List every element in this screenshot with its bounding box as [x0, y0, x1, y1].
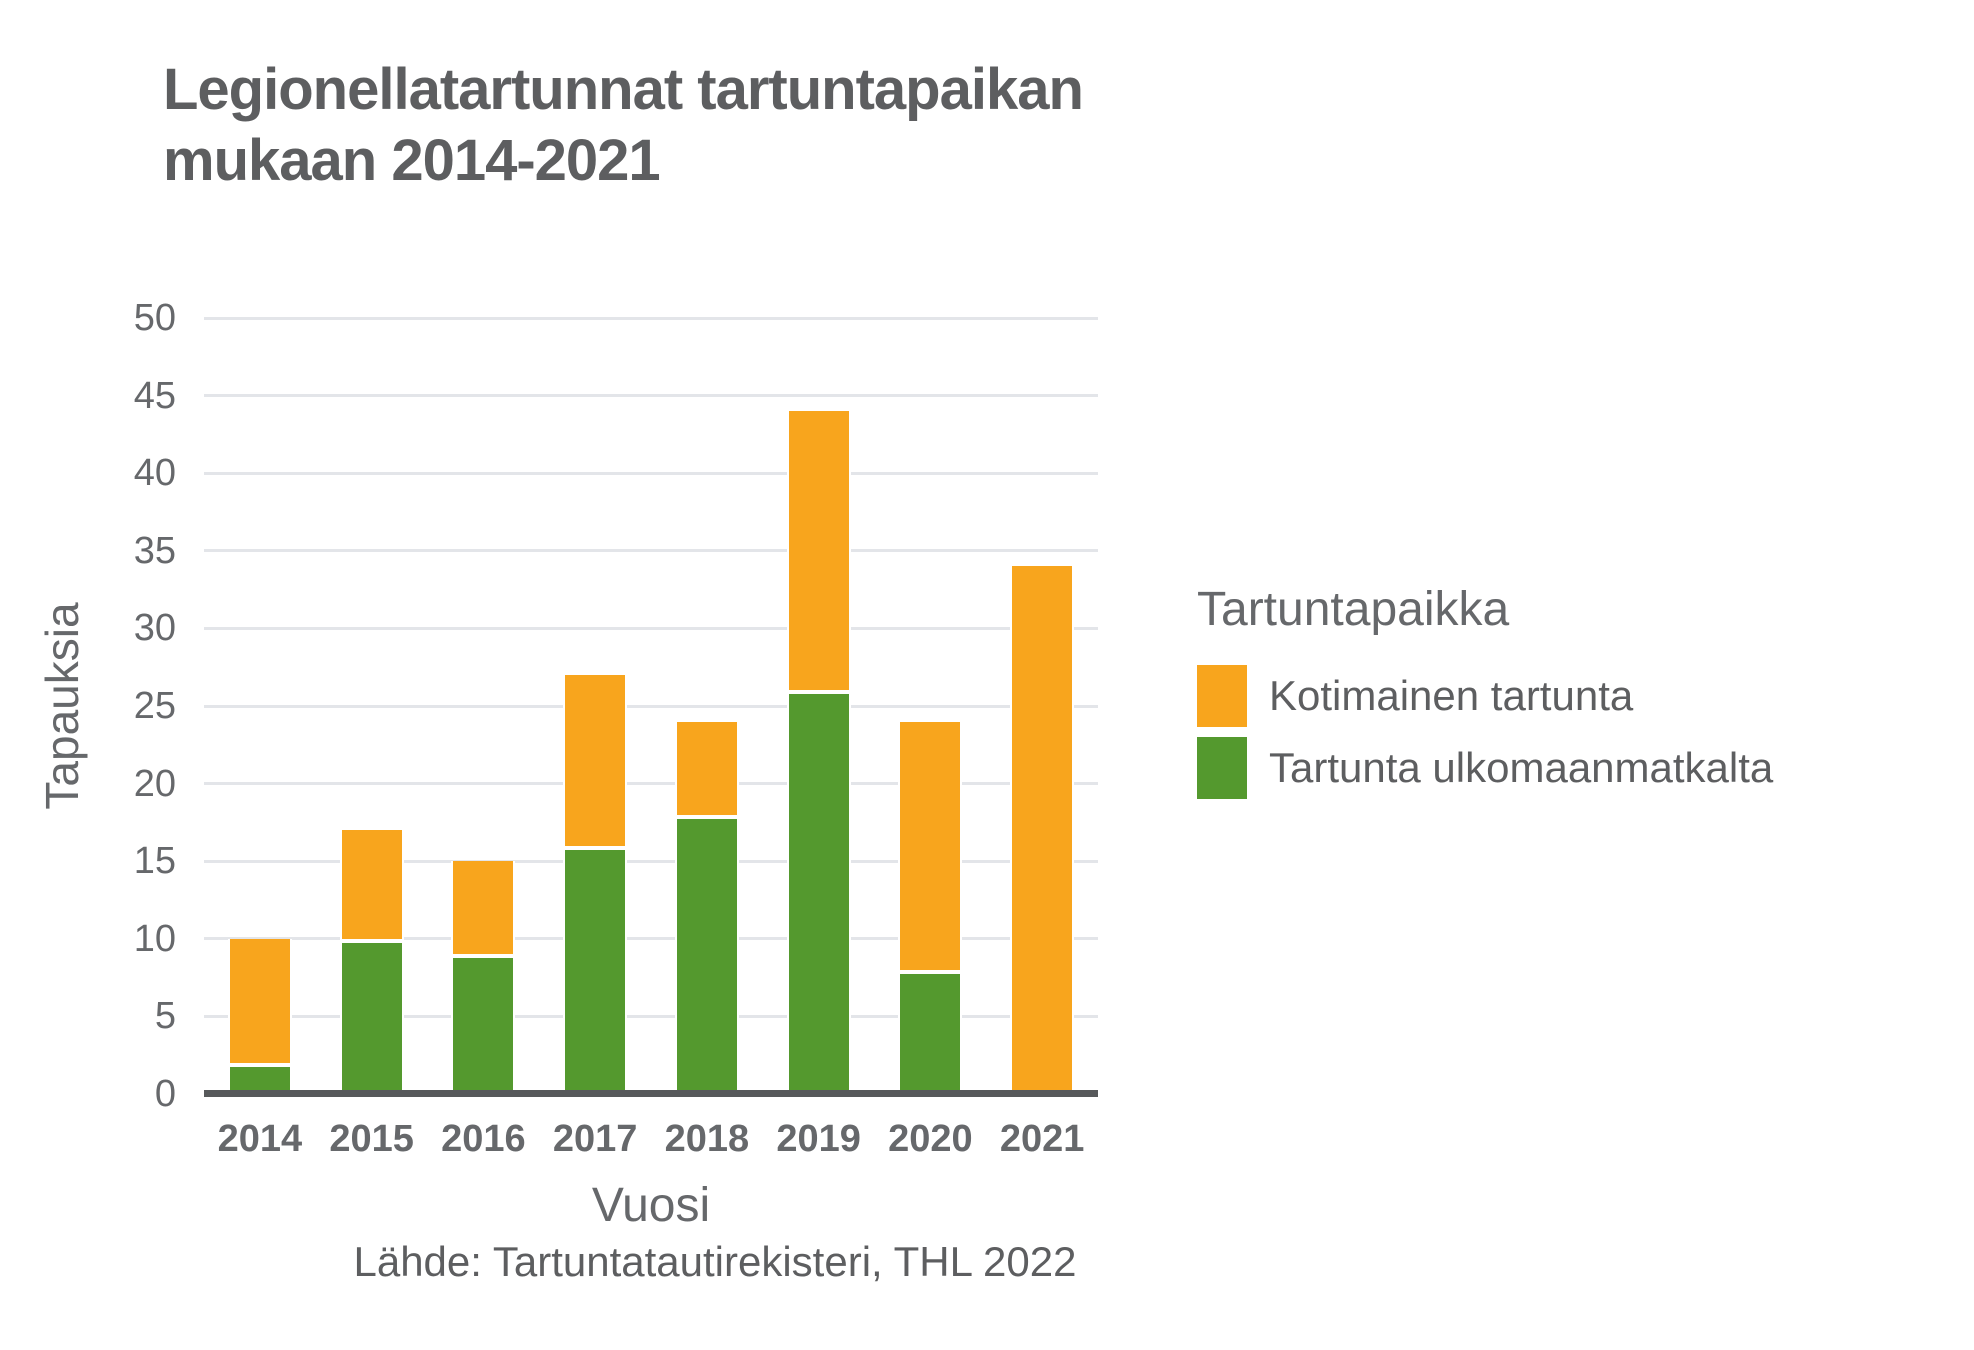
bar-group-2017 — [539, 318, 651, 1094]
bar-2017-kotimainen-tartunta — [563, 674, 628, 846]
chart-title: Legionellatartunnat tartuntapaikan mukaa… — [163, 55, 1084, 197]
bar-2018-tartunta-ulkomaanmatkalta — [674, 814, 739, 1094]
x-tick-label-2019: 2019 — [776, 1118, 861, 1160]
bar-2020-tartunta-ulkomaanmatkalta — [898, 969, 963, 1094]
gridline-25 — [204, 704, 1098, 708]
gridline-10 — [204, 937, 1098, 941]
gridline-45 — [204, 394, 1098, 398]
y-tick-label-5: 5 — [154, 995, 176, 1038]
bar-2014-kotimainen-tartunta — [227, 938, 292, 1063]
gridline-50 — [204, 316, 1098, 320]
gridline-5 — [204, 1014, 1098, 1018]
legend-label: Kotimainen tartunta — [1269, 672, 1634, 719]
y-tick-label-0: 0 — [154, 1073, 176, 1115]
y-axis: 0 5 10 15 20 25 30 35 40 45 50 — [0, 297, 176, 1115]
bar-2015-kotimainen-tartunta — [339, 830, 404, 939]
legend-item-kotimainen-tartunta: Kotimainen tartunta — [1197, 665, 1773, 727]
legend-title: Tartuntapaikka — [1197, 583, 1510, 636]
gridline-35 — [204, 549, 1098, 553]
x-tick-label-2020: 2020 — [888, 1118, 973, 1160]
bar-2015-tartunta-ulkomaanmatkalta — [339, 938, 404, 1094]
bar-2021-kotimainen-tartunta — [1010, 566, 1075, 1094]
chart-title-line-1: Legionellatartunnat tartuntapaikan — [163, 57, 1084, 122]
bar-2014-tartunta-ulkomaanmatkalta — [227, 1062, 292, 1094]
x-axis-line — [204, 1090, 1098, 1097]
y-tick-label-35: 35 — [133, 529, 176, 572]
y-tick-label-50: 50 — [133, 297, 176, 339]
x-tick-label-2018: 2018 — [664, 1118, 750, 1160]
bar-2016-kotimainen-tartunta — [451, 861, 516, 955]
x-tick-label-2016: 2016 — [441, 1118, 526, 1160]
bar-group-2021 — [986, 318, 1098, 1094]
source-caption: Lähde: Tartuntatautirekisteri, THL 2022 — [353, 1238, 1077, 1285]
gridline-20 — [204, 782, 1098, 786]
chart-title-line-2: mukaan 2014-2021 — [163, 127, 661, 193]
x-axis: 2014 2015 2016 2017 2018 2019 2020 2021 — [204, 1118, 1098, 1168]
y-tick-label-45: 45 — [133, 374, 176, 417]
bar-group-2020 — [875, 318, 987, 1094]
bar-group-2018 — [651, 318, 763, 1094]
bar-2020-kotimainen-tartunta — [898, 721, 963, 970]
x-tick-label-2015: 2015 — [329, 1118, 414, 1160]
y-tick-label-20: 20 — [133, 762, 176, 805]
bar-2019-kotimainen-tartunta — [786, 411, 851, 691]
x-tick-label-2021: 2021 — [999, 1118, 1085, 1160]
bar-2018-kotimainen-tartunta — [674, 721, 739, 815]
y-tick-label-15: 15 — [133, 840, 176, 883]
x-axis-title: Vuosi — [591, 1179, 711, 1232]
legend-swatch-tartunta-ulkomaanmatkalta — [1197, 737, 1247, 799]
legend-swatch-kotimainen-tartunta — [1197, 665, 1247, 727]
bar-group-2014 — [204, 318, 316, 1094]
bar-2017-tartunta-ulkomaanmatkalta — [563, 845, 628, 1094]
bar-group-2015 — [316, 318, 428, 1094]
bar-2016-tartunta-ulkomaanmatkalta — [451, 954, 516, 1094]
gridline-15 — [204, 859, 1098, 863]
bar-2019-tartunta-ulkomaanmatkalta — [786, 690, 851, 1094]
legend: Tartuntapaikka Kotimainen tartunta Tartun… — [1197, 582, 1773, 809]
x-tick-label-2017: 2017 — [552, 1118, 638, 1160]
gridline-30 — [204, 626, 1098, 630]
y-tick-label-10: 10 — [133, 917, 176, 960]
y-tick-label-40: 40 — [133, 452, 176, 495]
legend-label: Tartunta ulkomaanmatkalta — [1269, 744, 1774, 791]
x-tick-label-2014: 2014 — [217, 1118, 303, 1160]
y-tick-label-30: 30 — [133, 607, 176, 650]
legend-item-tartunta-ulkomaanmatkalta: Tartunta ulkomaanmatkalta — [1197, 737, 1773, 799]
bar-group-2016 — [428, 318, 540, 1094]
y-tick-label-25: 25 — [133, 685, 176, 727]
legend-items: Kotimainen tartunta Tartunta ulkomaanmatk… — [1197, 665, 1773, 809]
bar-group-2019 — [763, 318, 875, 1094]
gridline-40 — [204, 471, 1098, 475]
plot-area — [204, 316, 1098, 1097]
